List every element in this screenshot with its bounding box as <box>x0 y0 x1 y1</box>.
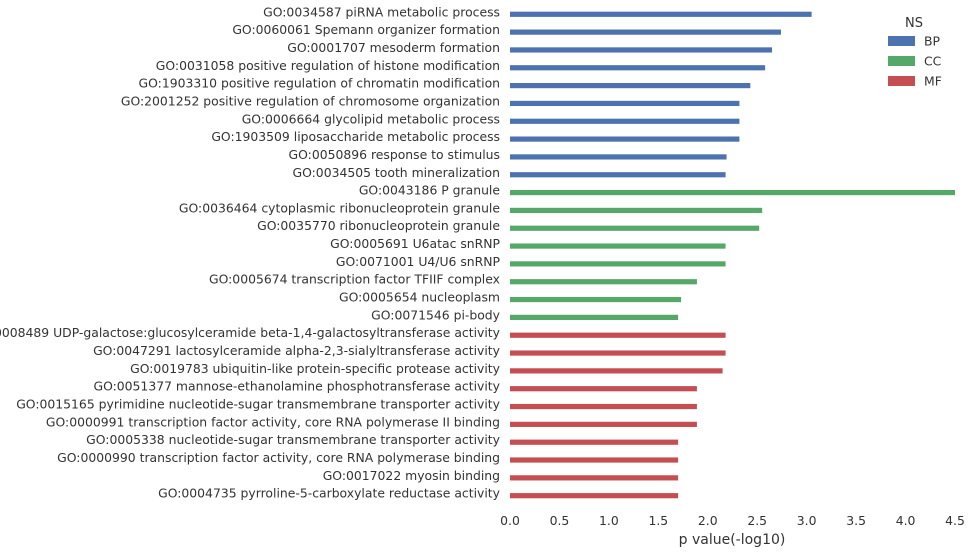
bar-27 <box>510 475 679 481</box>
category-label-2: GO:0060061 Spemann organizer formation <box>232 22 500 37</box>
category-label-1: GO:0034587 piRNA metabolic process <box>263 4 500 19</box>
category-label-19: GO:0008489 UDP-galactose:glucosylceramid… <box>0 325 500 340</box>
category-label-23: GO:0015165 pyrimidine nucleotide-sugar t… <box>16 397 500 412</box>
category-label-6: GO:2001252 positive regulation of chromo… <box>121 93 500 108</box>
category-label-26: GO:0000990 transcription factor activity… <box>57 450 500 465</box>
legend: NS BP CC MF <box>888 16 942 89</box>
legend-swatch-mf <box>888 76 915 86</box>
bar-14 <box>510 243 726 249</box>
bar-3 <box>510 47 773 53</box>
legend-swatch-cc <box>888 56 915 66</box>
bar-19 <box>510 332 726 338</box>
x-tick-label-10: 4.5 <box>945 513 965 528</box>
bar-1 <box>510 11 812 17</box>
bar-6 <box>510 100 740 107</box>
legend-label-mf: MF <box>924 74 942 89</box>
category-label-16: GO:0005674 transcription factor TFIIF co… <box>209 272 500 287</box>
x-tick-label-1: 0.0 <box>500 513 520 528</box>
x-tick-label-8: 3.5 <box>846 513 866 528</box>
x-tick-label-3: 1.0 <box>599 513 619 528</box>
bar-28 <box>510 493 679 499</box>
category-label-11: GO:0043186 P granule <box>359 183 500 198</box>
x-tick-label-7: 3.0 <box>797 513 817 528</box>
category-label-21: GO:0019783 ubiquitin-like protein-specif… <box>130 361 500 376</box>
bar-12 <box>510 207 763 214</box>
bar-10 <box>510 172 726 178</box>
legend-label-bp: BP <box>924 34 941 49</box>
bar-23 <box>510 403 697 410</box>
category-label-12: GO:0036464 cytoplasmic ribonucleoprotein… <box>179 200 500 215</box>
bar-25 <box>510 439 679 445</box>
legend-label-cc: CC <box>924 54 941 69</box>
x-tick-label-2: 0.5 <box>550 513 570 528</box>
category-label-20: GO:0047291 lactosylceramide alpha-2,3-si… <box>93 343 500 358</box>
bar-24 <box>510 421 697 427</box>
category-label-27: GO:0017022 myosin binding <box>323 468 500 483</box>
bar-26 <box>510 457 679 463</box>
bar-18 <box>510 314 679 320</box>
category-label-28: GO:0004735 pyrroline-5-carboxylate reduc… <box>158 486 500 501</box>
bars-layer <box>510 11 955 499</box>
category-label-3: GO:0001707 mesoderm formation <box>287 40 500 55</box>
bar-9 <box>510 154 727 160</box>
category-label-15: GO:0071001 U4/U6 snRNP <box>336 254 501 269</box>
bar-16 <box>510 279 697 285</box>
bar-2 <box>510 29 781 35</box>
category-label-9: GO:0050896 response to stimulus <box>289 147 500 162</box>
bar-22 <box>510 386 697 392</box>
bar-15 <box>510 261 726 267</box>
category-label-18: GO:0071546 pi-body <box>371 307 500 322</box>
category-label-13: GO:0035770 ribonucleoprotein granule <box>257 218 500 233</box>
legend-swatch-bp <box>888 36 915 46</box>
category-label-10: GO:0034505 tooth mineralization <box>293 165 501 180</box>
category-label-14: GO:0005691 U6atac snRNP <box>330 236 500 251</box>
category-label-24: GO:0000991 transcription factor activity… <box>46 414 500 429</box>
category-label-22: GO:0051377 mannose-ethanolamine phosphot… <box>93 379 500 394</box>
x-axis: 0.0 0.5 1.0 1.5 2.0 2.5 3.0 3.5 4.0 4.5 <box>500 513 965 528</box>
bar-21 <box>510 368 723 374</box>
x-tick-label-5: 2.0 <box>698 513 718 528</box>
category-label-17: GO:0005654 nucleoplasm <box>339 290 500 305</box>
bar-5 <box>510 83 751 89</box>
category-label-4: GO:0031058 positive regulation of histon… <box>156 58 500 73</box>
bar-4 <box>510 65 766 71</box>
category-label-25: GO:0005338 nucleotide-sugar transmembran… <box>86 432 500 447</box>
legend-title: NS <box>905 16 923 31</box>
x-tick-label-4: 1.5 <box>648 513 668 528</box>
bar-11 <box>510 189 955 196</box>
x-axis-label: p value(-log10) <box>679 532 786 548</box>
category-label-8: GO:1903509 liposaccharide metabolic proc… <box>211 129 500 144</box>
bar-13 <box>510 225 760 231</box>
category-label-7: GO:0006664 glycolipid metabolic process <box>242 111 500 126</box>
category-labels: GO:0034587 piRNA metabolic process GO:006… <box>0 4 501 500</box>
x-tick-label-6: 2.5 <box>747 513 767 528</box>
bar-17 <box>510 296 682 303</box>
category-label-5: GO:1903310 positive regulation of chroma… <box>139 76 500 91</box>
bar-7 <box>510 118 740 124</box>
bar-8 <box>510 136 740 142</box>
bar-20 <box>510 350 726 356</box>
x-tick-label-9: 4.0 <box>896 513 916 528</box>
